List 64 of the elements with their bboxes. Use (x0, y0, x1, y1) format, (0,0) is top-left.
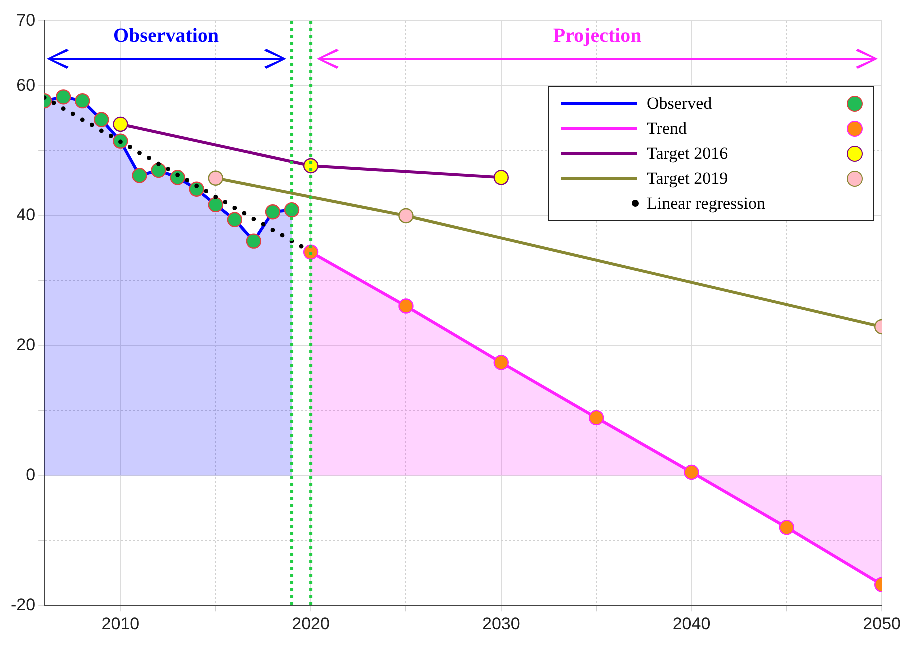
point (176, 172, 180, 178)
point (261, 222, 266, 227)
point (242, 211, 247, 216)
point (494, 355, 509, 370)
y-tick-label: 20 (16, 336, 36, 355)
y-tick-label: 0 (26, 465, 36, 484)
point (75, 93, 90, 109)
point (779, 520, 795, 536)
legend-label: Target 2016 (647, 144, 730, 164)
point (214, 194, 218, 200)
legend-label: Target 2019 (647, 168, 730, 188)
point (151, 162, 166, 178)
point (80, 118, 85, 122)
x-tick-label: 2020 (292, 614, 330, 634)
point (204, 189, 209, 194)
point (166, 167, 170, 172)
point (52, 100, 56, 106)
y-tick-label: -20 (10, 595, 36, 614)
point (270, 228, 276, 232)
point (108, 134, 114, 138)
y-tick-label: 60 (16, 76, 36, 95)
point (232, 206, 238, 210)
point (208, 170, 224, 186)
point (299, 244, 304, 249)
point (170, 170, 186, 186)
point (265, 204, 281, 220)
point (70, 112, 76, 116)
point (227, 212, 243, 228)
point (280, 233, 285, 238)
legend-label: Trend (647, 118, 688, 138)
point (99, 128, 104, 134)
point (94, 112, 110, 128)
point (185, 178, 190, 182)
point (684, 464, 700, 480)
x-tick-label: 2050 (863, 614, 902, 634)
x-tick-label: 2010 (102, 614, 140, 634)
y-tick-label: 40 (16, 206, 36, 225)
point (223, 200, 228, 205)
y-tick-label: 70 (16, 10, 36, 30)
point (252, 217, 256, 222)
point (246, 234, 262, 249)
point (128, 144, 132, 150)
annotation: Observation (112, 25, 220, 48)
point (113, 116, 128, 132)
x-tick-label: 2040 (672, 614, 711, 634)
point (156, 162, 161, 166)
x-tick-label: 2030 (482, 614, 520, 634)
point (398, 208, 414, 224)
point (61, 106, 66, 112)
point (189, 182, 204, 197)
annotation: Projection (552, 25, 643, 48)
point (208, 197, 224, 213)
point (90, 122, 94, 128)
legend-label: Linear regression (647, 194, 766, 214)
point (147, 156, 152, 160)
point (56, 90, 72, 105)
legend-label: Observed (647, 94, 714, 114)
point (494, 170, 509, 186)
point (194, 184, 200, 188)
point (588, 410, 604, 426)
point (138, 150, 142, 156)
point (132, 168, 148, 184)
point (113, 134, 128, 149)
point (398, 298, 414, 314)
